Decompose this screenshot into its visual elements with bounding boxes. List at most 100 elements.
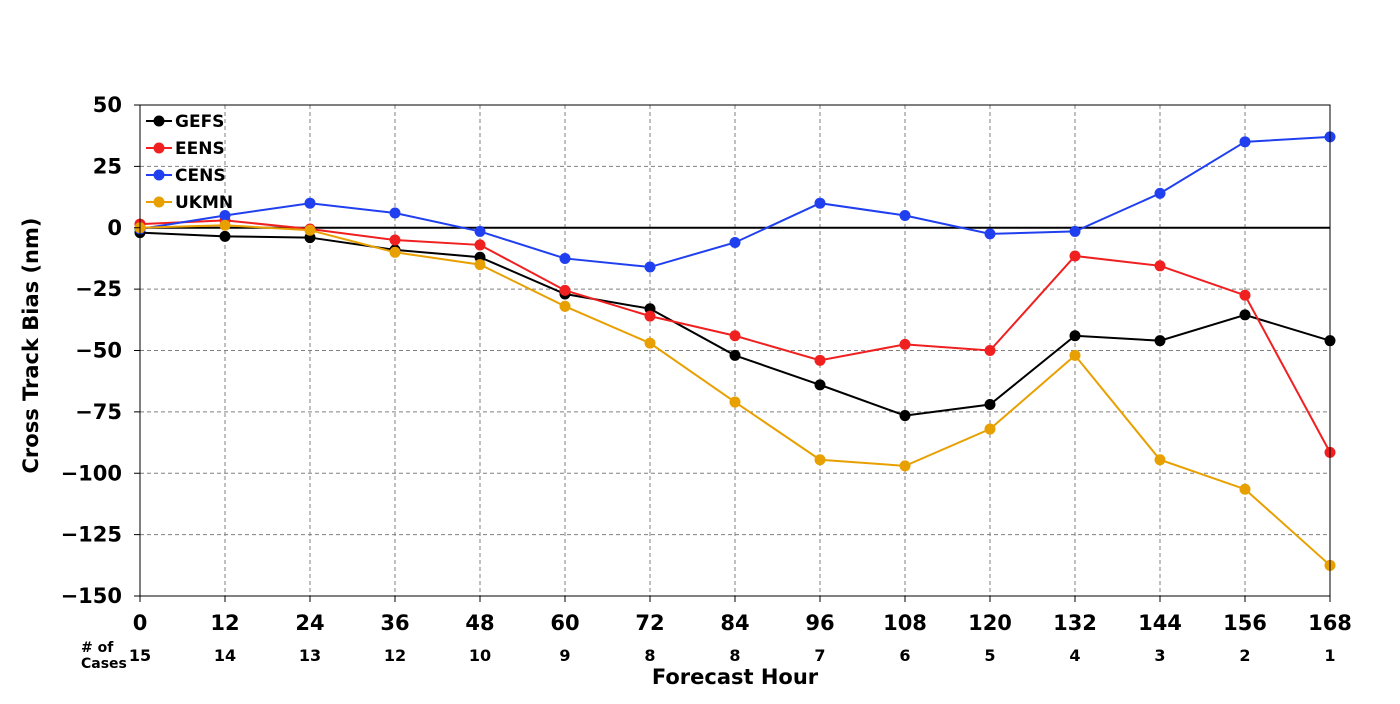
legend-label-eens: EENS <box>175 139 225 159</box>
y-tick-label-7: −125 <box>61 523 122 547</box>
x-tick-label-96: 96 <box>805 611 834 635</box>
data-point-eens-84 <box>729 330 741 342</box>
data-point-eens-36 <box>389 234 401 246</box>
y-tick-label-0: 50 <box>93 93 122 117</box>
legend-label-gefs: GEFS <box>175 112 224 132</box>
x-tick-label-12: 12 <box>210 611 239 635</box>
y-tick-label-8: −150 <box>61 584 122 608</box>
series-layer <box>134 131 1336 571</box>
series-ukmn <box>134 219 1336 571</box>
x-tick-label-0: 0 <box>133 611 148 635</box>
cases-value-12: 14 <box>214 646 236 665</box>
data-point-eens-144 <box>1154 260 1166 272</box>
data-point-cens-96 <box>814 197 826 209</box>
legend-item-eens: EENS <box>146 139 225 159</box>
data-point-ukmn-72 <box>644 337 656 349</box>
legend-item-ukmn: UKMN <box>146 193 233 213</box>
data-point-ukmn-12 <box>219 219 231 231</box>
data-point-gefs-156 <box>1239 309 1251 321</box>
x-tick-label-168: 168 <box>1308 611 1352 635</box>
data-point-gefs-12 <box>219 230 231 242</box>
cases-value-0: 15 <box>129 646 151 665</box>
cases-value-60: 9 <box>559 646 570 665</box>
data-point-eens-48 <box>474 239 486 251</box>
legend-swatch-marker-cens <box>153 169 165 181</box>
x-tick-label-84: 84 <box>720 611 749 635</box>
cases-value-84: 8 <box>729 646 740 665</box>
data-point-ukmn-108 <box>899 460 911 472</box>
legend-swatch-marker-eens <box>153 142 165 154</box>
cases-value-156: 2 <box>1239 646 1250 665</box>
y-tick-label-3: −25 <box>75 277 122 301</box>
y-tick-label-1: 25 <box>93 154 122 178</box>
data-point-cens-156 <box>1239 136 1251 148</box>
data-point-ukmn-144 <box>1154 454 1166 466</box>
data-point-eens-72 <box>644 310 656 322</box>
x-tick-label-144: 144 <box>1138 611 1182 635</box>
data-point-eens-60 <box>559 284 571 296</box>
cases-value-108: 6 <box>899 646 910 665</box>
data-point-cens-84 <box>729 236 741 248</box>
cases-value-36: 12 <box>384 646 406 665</box>
x-tick-label-24: 24 <box>295 611 324 635</box>
x-axis-label: Forecast Hour <box>652 665 819 689</box>
data-point-cens-48 <box>474 225 486 237</box>
cases-row: # of Cases 15 14 13 12 10 9 8 8 7 6 5 4 3 2 1 <box>81 640 1336 672</box>
cases-label-line1: # of <box>81 640 114 656</box>
cases-value-132: 4 <box>1069 646 1080 665</box>
data-point-ukmn-48 <box>474 259 486 271</box>
y-tick-label-6: −100 <box>61 461 122 485</box>
y-axis-ticks: 50 25 0 −25 −50 −75 −100 −125 −150 <box>61 93 140 608</box>
data-point-ukmn-84 <box>729 396 741 408</box>
x-tick-label-72: 72 <box>635 611 664 635</box>
y-axis-label: Cross Track Bias (nm) <box>19 218 43 474</box>
data-point-cens-72 <box>644 261 656 273</box>
legend-label-cens: CENS <box>175 166 226 186</box>
y-tick-label-2: 0 <box>107 216 122 240</box>
x-tick-label-48: 48 <box>465 611 494 635</box>
data-point-ukmn-24 <box>304 224 316 236</box>
grid-layer <box>140 105 1330 596</box>
cases-value-24: 13 <box>299 646 321 665</box>
legend-swatch-marker-gefs <box>153 115 165 127</box>
data-point-ukmn-60 <box>559 300 571 312</box>
data-point-ukmn-36 <box>389 246 401 258</box>
legend-swatch-marker-ukmn <box>153 196 165 208</box>
data-point-cens-36 <box>389 207 401 219</box>
y-tick-label-5: −75 <box>75 400 122 424</box>
data-point-cens-12 <box>219 209 231 221</box>
cases-value-144: 3 <box>1154 646 1165 665</box>
x-tick-label-132: 132 <box>1053 611 1097 635</box>
data-point-cens-24 <box>304 197 316 209</box>
data-point-cens-60 <box>559 252 571 264</box>
legend: GEFS EENS CENS UKMN <box>146 112 233 213</box>
x-tick-label-60: 60 <box>550 611 579 635</box>
legend-item-gefs: GEFS <box>146 112 224 132</box>
data-point-eens-96 <box>814 354 826 366</box>
cases-label-line2: Cases <box>81 656 127 672</box>
cases-value-96: 7 <box>814 646 825 665</box>
data-point-eens-132 <box>1069 250 1081 262</box>
data-point-gefs-108 <box>899 410 911 422</box>
data-point-cens-120 <box>984 228 996 240</box>
data-point-eens-156 <box>1239 289 1251 301</box>
data-point-cens-144 <box>1154 187 1166 199</box>
data-point-cens-132 <box>1069 225 1081 237</box>
x-tick-label-36: 36 <box>380 611 409 635</box>
series-cens <box>134 131 1336 273</box>
data-point-gefs-144 <box>1154 335 1166 347</box>
data-point-gefs-96 <box>814 379 826 391</box>
data-point-ukmn-96 <box>814 454 826 466</box>
x-axis-ticks: 0 12 24 36 48 60 72 84 96 108 120 132 144 156 168 <box>133 596 1352 635</box>
data-point-ukmn-132 <box>1069 349 1081 361</box>
data-point-gefs-120 <box>984 399 996 411</box>
data-point-ukmn-156 <box>1239 483 1251 495</box>
data-point-gefs-132 <box>1069 330 1081 342</box>
data-point-ukmn-120 <box>984 423 996 435</box>
data-point-cens-108 <box>899 209 911 221</box>
data-point-eens-108 <box>899 338 911 350</box>
cases-value-168: 1 <box>1324 646 1335 665</box>
y-tick-label-4: −50 <box>75 339 122 363</box>
